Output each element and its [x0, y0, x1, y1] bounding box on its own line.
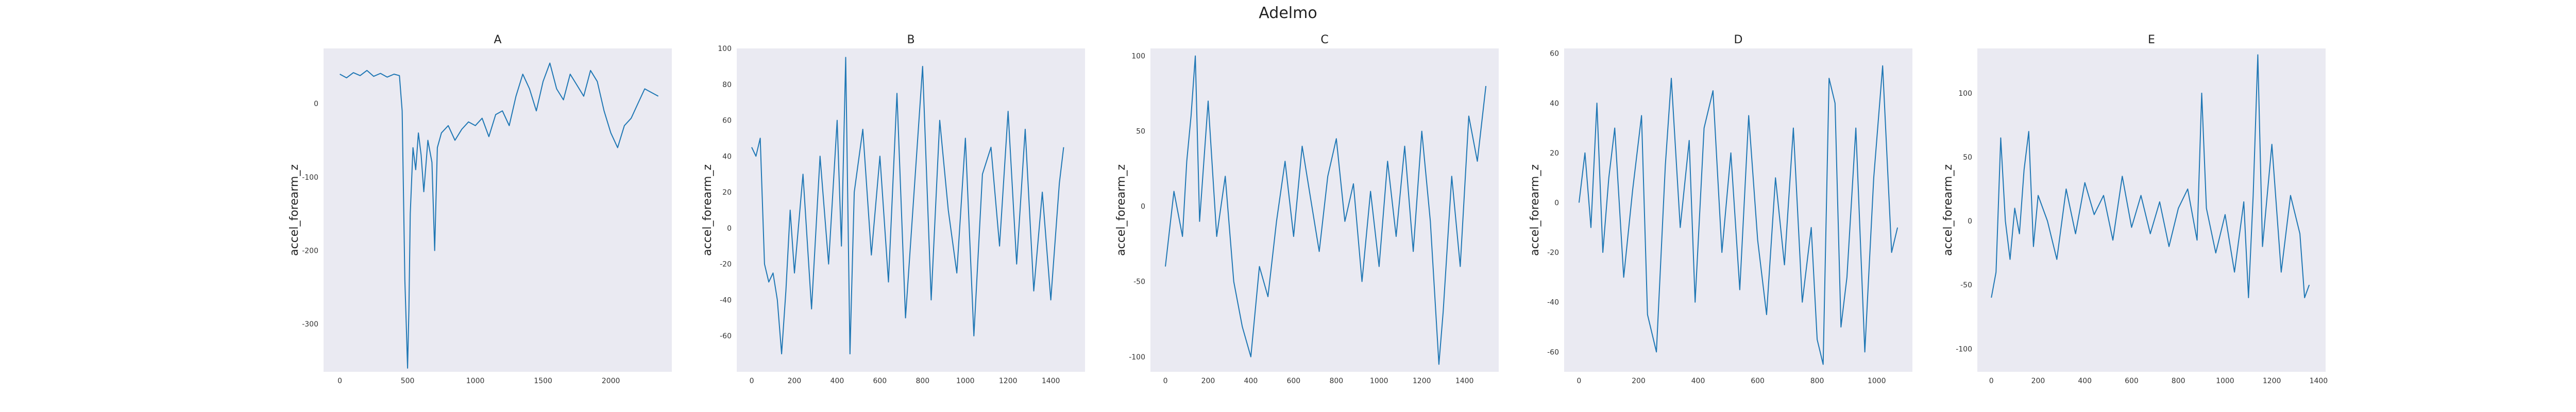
y-tick-label: -20 [1547, 249, 1559, 257]
x-tick-label: 800 [1329, 377, 1343, 385]
y-tick-label: 20 [722, 188, 732, 197]
y-tick-label: 100 [1131, 53, 1145, 61]
y-axis-title: accel_forearm_z [288, 164, 301, 256]
y-axis-title: accel_forearm_z [701, 164, 714, 256]
y-tick-label: -100 [1129, 353, 1145, 362]
x-tick-label: 200 [1201, 377, 1215, 385]
x-tick-label: 1000 [1868, 377, 1886, 385]
y-tick-label: -50 [1960, 281, 1972, 289]
x-tick-label: 1200 [2263, 377, 2281, 385]
y-tick-label: 60 [1550, 50, 1559, 58]
y-axis-title: accel_forearm_z [1942, 164, 1955, 256]
y-tick-label: 0 [727, 225, 732, 233]
x-tick-label: 0 [1989, 377, 1994, 385]
y-tick-label: -40 [1547, 299, 1559, 307]
y-tick-label: 60 [722, 117, 732, 125]
series-line [751, 57, 1064, 355]
x-tick-label: 1200 [1413, 377, 1431, 385]
y-tick-label: 100 [1958, 90, 1972, 98]
x-tick-label: 1400 [1042, 377, 1060, 385]
y-tick-label: 80 [722, 81, 732, 89]
panel-b: 0 200 400 600 800 1000 1200 1400 -60 -40 -20 0 20 40 6… [701, 33, 1085, 385]
series-line [1991, 54, 2310, 298]
x-tick-label: 600 [1286, 377, 1300, 385]
x-tick-label: 0 [337, 377, 342, 385]
x-tick-label: 200 [1632, 377, 1646, 385]
x-tick-label: 800 [2172, 377, 2185, 385]
panel-d: 0 200 400 600 800 1000 -60 -40 -20 0 20 40 60 Daccel_… [1529, 33, 1912, 385]
x-tick-label: 800 [1810, 377, 1824, 385]
x-tick-label: 500 [401, 377, 415, 385]
x-tick-label: 400 [2078, 377, 2092, 385]
panel-title: E [2148, 33, 2155, 46]
panel-title: A [494, 33, 501, 46]
panel-title: C [1320, 33, 1328, 46]
y-tick-label: -200 [302, 247, 318, 255]
y-tick-label: -300 [302, 320, 318, 329]
plot-area [1150, 48, 1499, 372]
x-tick-label: 1000 [956, 377, 975, 385]
y-tick-label: 100 [718, 45, 732, 53]
x-tick-label: 0 [1163, 377, 1168, 385]
x-tick-label: 0 [1577, 377, 1581, 385]
y-tick-label: -100 [1956, 345, 1972, 353]
x-tick-label: 1400 [1455, 377, 1474, 385]
y-tick-label: -40 [720, 296, 732, 304]
x-tick-label: 1000 [1370, 377, 1388, 385]
y-tick-label: -100 [302, 174, 318, 182]
y-tick-label: 40 [722, 152, 732, 161]
x-tick-label: 600 [873, 377, 887, 385]
plot-area [1977, 48, 2326, 372]
y-tick-label: 50 [1136, 128, 1145, 136]
plot-area [737, 48, 1085, 372]
panel-e: 0 200 400 600 800 1000 1200 1400 -100 -50 0 50 100 Ea… [1942, 33, 2328, 385]
series-line [1578, 65, 1899, 365]
y-tick-label: 40 [1550, 99, 1559, 108]
y-tick-label: 0 [1554, 199, 1559, 208]
y-tick-label: 0 [1141, 203, 1145, 211]
x-tick-label: 1000 [2216, 377, 2234, 385]
x-tick-label: 1000 [466, 377, 485, 385]
y-tick-label: -20 [720, 261, 732, 269]
x-tick-label: 600 [1751, 377, 1765, 385]
panel-title: B [907, 33, 914, 46]
panel-c: 0 200 400 600 800 1000 1200 1400 -100 -50 0 50 100 Ca… [1115, 33, 1499, 385]
series-line [1165, 55, 1487, 365]
y-tick-label: 0 [1968, 217, 1972, 226]
x-tick-label: 400 [831, 377, 844, 385]
figure-title: Adelmo [1259, 4, 1317, 22]
panel-title: D [1734, 33, 1743, 46]
x-tick-label: 0 [750, 377, 754, 385]
x-tick-label: 600 [2125, 377, 2139, 385]
y-axis-title: accel_forearm_z [1115, 164, 1128, 256]
x-tick-label: 800 [916, 377, 929, 385]
plot-area [1564, 48, 1912, 372]
x-tick-label: 400 [1244, 377, 1258, 385]
x-tick-label: 200 [788, 377, 802, 385]
plot-area [324, 48, 672, 372]
x-tick-label: 400 [1691, 377, 1705, 385]
x-tick-label: 1400 [2310, 377, 2328, 385]
x-tick-label: 2000 [602, 377, 620, 385]
panel-a: 0 500 1000 1500 2000 -300 -200 -100 0 Aaccel_fore… [288, 33, 672, 385]
y-tick-label: 50 [1963, 153, 1972, 162]
series-line [340, 62, 659, 369]
x-tick-label: 1500 [534, 377, 552, 385]
x-tick-label: 1200 [999, 377, 1018, 385]
y-tick-label: -60 [1547, 348, 1559, 356]
y-axis-title: accel_forearm_z [1529, 164, 1541, 256]
y-tick-label: -60 [720, 332, 732, 340]
x-tick-label: 200 [2031, 377, 2045, 385]
y-tick-label: 20 [1550, 149, 1559, 158]
y-tick-label: -50 [1133, 278, 1145, 286]
y-tick-label: 0 [314, 100, 318, 108]
